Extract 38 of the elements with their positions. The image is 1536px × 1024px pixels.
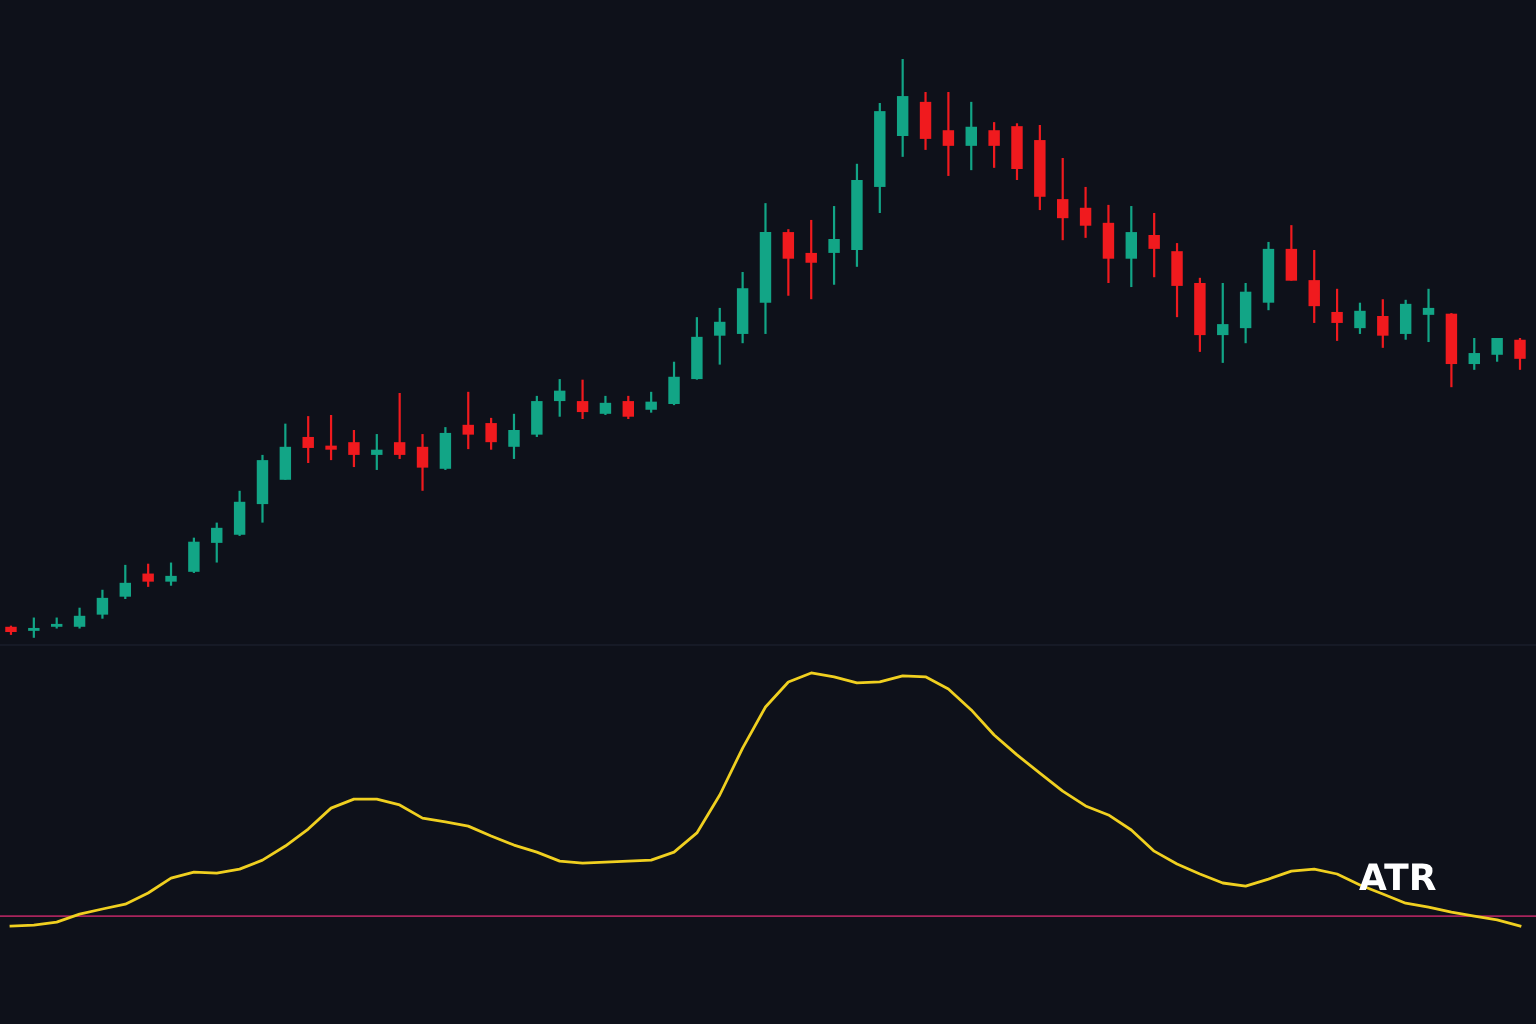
candlestick [302, 415, 314, 465]
candlestick [462, 390, 474, 451]
candlestick [1057, 156, 1069, 242]
candlestick [371, 432, 383, 472]
annotation: ATR [1359, 863, 1436, 890]
candlestick [325, 413, 337, 462]
candlestick [508, 412, 520, 461]
candlestick [622, 394, 635, 421]
candlestick [485, 416, 497, 451]
candlestick [165, 561, 177, 587]
candlestick [211, 521, 223, 564]
candlestick [96, 588, 109, 620]
candlestick [1079, 185, 1092, 239]
candlestick [942, 90, 955, 178]
candlestick [599, 394, 612, 417]
candlestick [416, 432, 429, 492]
candlestick [965, 100, 977, 172]
candlestick [1148, 211, 1160, 279]
candlestick [1217, 281, 1229, 364]
candlestick [1468, 336, 1480, 371]
candlestick [645, 390, 657, 414]
candlestick [73, 606, 86, 630]
candlestick [1331, 287, 1343, 342]
candlestick [828, 204, 840, 286]
candlestick [28, 616, 40, 639]
candlestick [1377, 298, 1389, 349]
candlestick [576, 378, 589, 421]
candlestick [393, 391, 406, 461]
candlestick [553, 377, 566, 418]
candlestick [714, 306, 726, 366]
candlestick [1354, 301, 1366, 336]
candlestick [348, 428, 360, 469]
candlestick [805, 218, 817, 301]
candlestick [1422, 287, 1435, 344]
candlestick [988, 121, 1000, 169]
candlestick [142, 562, 154, 588]
candlestick [119, 563, 132, 601]
candlestick [1514, 336, 1526, 371]
